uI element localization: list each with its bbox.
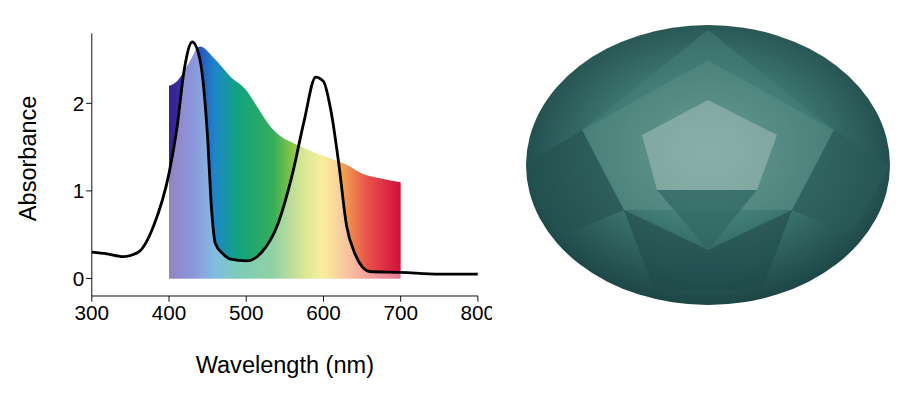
svg-text:600: 600 [306,301,341,324]
svg-text:1: 1 [73,179,85,202]
svg-text:800: 800 [461,301,492,324]
svg-text:2: 2 [73,92,85,115]
svg-text:0: 0 [73,267,85,290]
svg-text:500: 500 [229,301,264,324]
svg-text:300: 300 [75,301,110,324]
svg-text:Absorbance: Absorbance [15,96,41,222]
svg-text:700: 700 [383,301,418,324]
svg-text:400: 400 [152,301,187,324]
svg-text:Wavelength (nm): Wavelength (nm) [196,352,374,378]
